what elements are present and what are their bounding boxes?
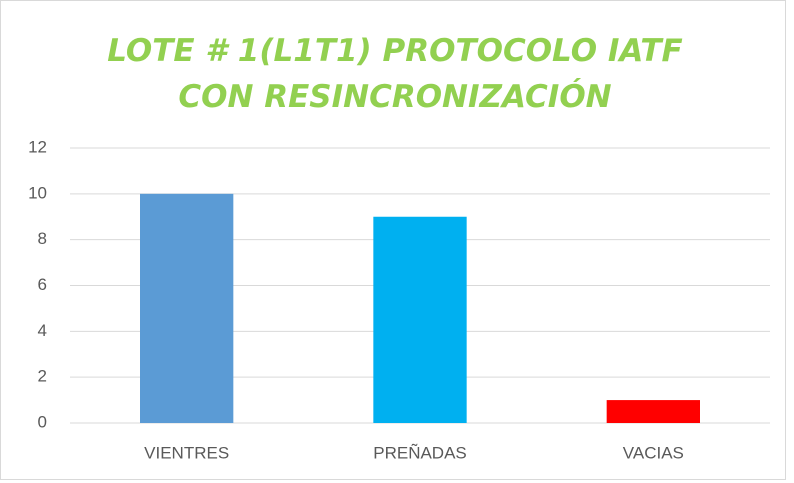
bar [373,216,467,423]
y-tick-label: 8 [38,229,47,248]
y-tick-label: 0 [38,412,47,431]
chart-title: LOTE # 1(L1T1) PROTOCOLO IATF CON RESINC… [107,33,683,115]
y-tick-label: 10 [28,183,47,202]
x-tick-label: PREÑADAS [373,443,467,462]
y-tick-label: 2 [38,367,47,386]
y-tick-label: 12 [28,137,47,156]
bar [140,193,234,423]
y-tick-label: 4 [38,321,47,340]
bar [606,400,700,423]
x-tick-label: VACIAS [623,443,684,462]
y-tick-label: 6 [38,275,47,294]
x-tick-label: VIENTRES [144,443,229,462]
